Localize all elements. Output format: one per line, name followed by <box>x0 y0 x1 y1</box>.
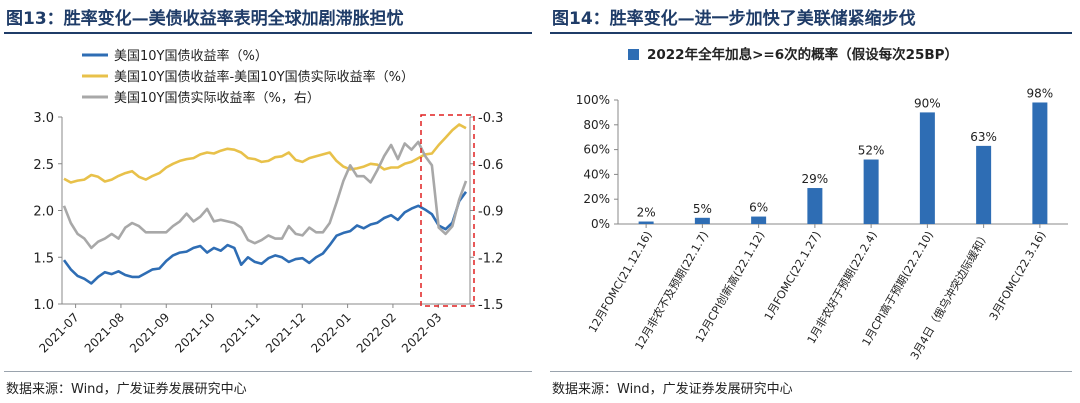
left-title-rule <box>4 32 532 34</box>
series-line-1 <box>62 191 468 285</box>
left-figure-title: 图13：胜率变化—美债收益率表明全球加剧滞胀担忧 <box>6 9 404 29</box>
x-tick-label: 2021-12 <box>263 310 308 355</box>
y-tick-label: 80% <box>583 118 610 132</box>
bar-value-label-5: 52% <box>858 144 885 158</box>
legend-label-1: 美国10Y国债收益率（%） <box>114 48 268 64</box>
legend-label-2: 美国10Y国债收益率-美国10Y国债实际收益率（%） <box>114 69 414 85</box>
y-tick-label: 40% <box>583 167 610 181</box>
bar-value-label-7: 63% <box>970 130 997 144</box>
legend-swatch <box>628 49 639 60</box>
left-source-note: 数据来源：Wind，广发证券发展研究中心 <box>6 382 247 397</box>
legend-label-3: 美国10Y国债实际收益率（%，右） <box>114 90 320 106</box>
bar-value-label-1: 2% <box>637 206 656 220</box>
series-line-3 <box>62 140 468 250</box>
bar-1 <box>638 221 654 224</box>
left-y-tick-label: 1.0 <box>33 298 54 313</box>
right-title-rule <box>550 32 1072 34</box>
right-y-tick-label: -0.6 <box>478 158 503 173</box>
right-source-note: 数据来源：Wind，广发证券发展研究中心 <box>552 382 793 397</box>
y-tick-label: 20% <box>583 192 610 206</box>
x-tick-label: 2021-07 <box>36 310 81 355</box>
y-tick-label: 0% <box>591 217 610 231</box>
left-chart: 1.0 1.5 2.0 2.5 3.0 -1.5 -1.2 -0.9 -0.6 -0.3 2021-… <box>33 48 503 356</box>
x-tick-label: 2021-08 <box>82 310 127 355</box>
left-y-tick-label: 2.5 <box>33 158 54 173</box>
left-y-tick-label: 3.0 <box>33 111 54 126</box>
bar-4 <box>807 188 823 224</box>
legend-label: 2022年全年加息>=6次的概率（假设每次25BP） <box>647 46 958 63</box>
bar-3 <box>751 216 767 224</box>
left-source-rule <box>4 371 532 372</box>
bar-6 <box>919 112 935 224</box>
right-figure-panel: 图14：胜率变化—进一步加快了美联储紧缩步伐 2022年全年加息>=6次的概率（… <box>546 0 1080 403</box>
x-tick-label: 2022-02 <box>354 310 399 355</box>
left-y-tick-label: 1.5 <box>33 251 54 266</box>
bar-value-label-4: 29% <box>802 172 829 186</box>
bar-7 <box>976 145 992 224</box>
bar-8 <box>1032 102 1048 224</box>
x-category-label-1: 12月FOMC(21.12.16) <box>586 229 655 335</box>
bar-5 <box>863 159 879 224</box>
x-tick-label: 2021-09 <box>127 310 172 355</box>
left-y-tick-label: 2.0 <box>33 205 54 220</box>
bar-value-label-3: 6% <box>749 201 768 215</box>
series-line-2 <box>63 123 467 184</box>
x-category-label-8: 3月FOMC(22.3.16) <box>987 229 1049 323</box>
x-tick-label: 2022-03 <box>399 310 444 355</box>
right-chart: 2022年全年加息>=6次的概率（假设每次25BP） 0% 20% 40% 60% 80%… <box>576 46 1068 362</box>
bar-value-label-2: 5% <box>693 202 712 216</box>
x-tick-label: 2021-10 <box>172 310 217 355</box>
bar-2 <box>694 217 710 224</box>
x-category-label-4: 1月FOMC(22.1.27) <box>762 229 824 323</box>
x-tick-label: 2021-11 <box>218 310 263 355</box>
right-y-tick-label: -1.2 <box>478 251 503 266</box>
bar-value-label-8: 98% <box>1027 86 1054 100</box>
right-figure-title: 图14：胜率变化—进一步加快了美联储紧缩步伐 <box>552 9 916 29</box>
right-y-tick-label: -0.3 <box>478 111 503 126</box>
x-tick-label: 2022-01 <box>308 310 353 355</box>
right-y-tick-label: -0.9 <box>478 205 503 220</box>
bar-value-label-6: 90% <box>914 96 941 110</box>
y-tick-label: 100% <box>576 93 610 107</box>
right-y-tick-label: -1.5 <box>478 298 503 313</box>
right-source-rule <box>550 371 1072 372</box>
y-tick-label: 60% <box>583 143 610 157</box>
highlight-box <box>420 114 475 307</box>
left-figure-panel: 图13：胜率变化—美债收益率表明全球加剧滞胀担忧 1.0 1.5 2.0 2.5 3.0… <box>4 9 532 397</box>
